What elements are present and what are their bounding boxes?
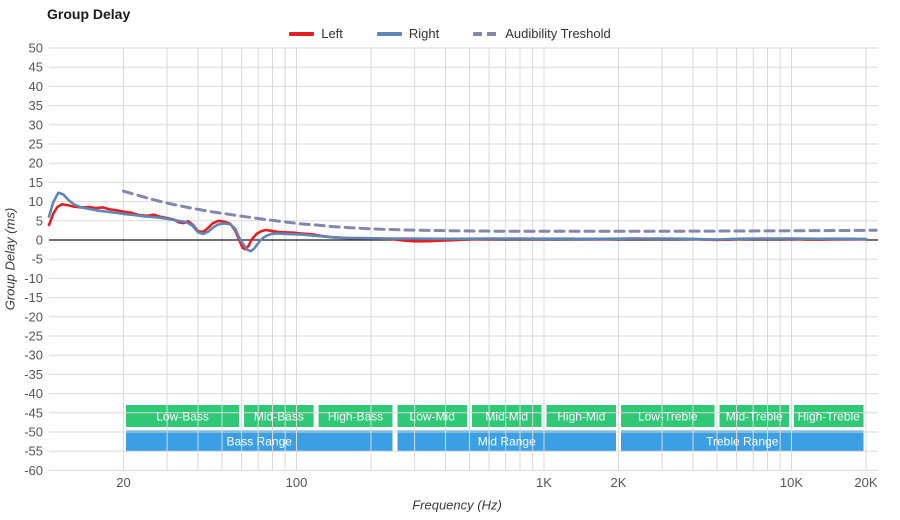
band-label-treble-range: Treble Range: [706, 435, 779, 449]
legend-label-right: Right: [408, 26, 440, 41]
x-axis-title: Frequency (Hz): [412, 497, 502, 513]
band-high-treble: [793, 405, 864, 427]
audibility-threshold-swatch: [473, 31, 499, 36]
x-tick-label: 2K: [611, 475, 627, 490]
y-tick-label: 45: [29, 60, 43, 75]
x-tick-label: 20: [116, 475, 130, 490]
left-line-swatch: [289, 31, 315, 36]
legend: Left Right Audibility Treshold: [0, 26, 900, 41]
curve-left: [47, 203, 868, 251]
y-tick-label: -50: [24, 425, 43, 440]
legend-item-left[interactable]: Left: [289, 26, 343, 41]
band-bass-range: [126, 430, 393, 452]
band-label-low-treble: Low-Treble: [638, 410, 698, 424]
y-tick-label: -10: [24, 271, 43, 286]
band-low-treble: [621, 405, 715, 427]
y-tick-label: -25: [24, 329, 43, 344]
y-tick-label: 5: [36, 213, 43, 228]
band-label-mid-bass: Mid-Bass: [254, 410, 304, 424]
right-line-swatch: [376, 31, 402, 36]
legend-item-audibility-threshold[interactable]: Audibility Treshold: [473, 26, 611, 41]
band-high-mid: [546, 405, 617, 427]
y-tick-label: -55: [24, 444, 43, 459]
y-tick-label: -35: [24, 367, 43, 382]
band-label-low-bass: Low-Bass: [156, 410, 209, 424]
y-tick-label: 20: [29, 156, 43, 171]
legend-label-audibility-threshold: Audibility Treshold: [505, 26, 611, 41]
x-tick-label: 1K: [536, 475, 552, 490]
chart-title: Group Delay: [47, 6, 131, 22]
x-tick-label: 10K: [780, 475, 803, 490]
y-tick-label: 0: [36, 233, 43, 248]
band-label-low-mid: Low-Mid: [410, 410, 455, 424]
y-tick-label: 30: [29, 117, 43, 132]
y-tick-label: -60: [24, 463, 43, 478]
y-tick-label: 15: [29, 175, 43, 190]
y-tick-label: -45: [24, 405, 43, 420]
y-tick-label: 40: [29, 79, 43, 94]
band-label-high-bass: High-Bass: [328, 410, 383, 424]
band-label-high-treble: High-Treble: [798, 410, 861, 424]
y-axis-title: Group Delay (ms): [2, 207, 18, 311]
band-label-mid-treble: Mid-Treble: [726, 410, 783, 424]
x-tick-label: 20K: [854, 475, 877, 490]
band-low-bass: [126, 405, 240, 427]
y-tick-label: -20: [24, 309, 43, 324]
curve-right: [47, 191, 868, 253]
y-tick-label: -30: [24, 348, 43, 363]
y-tick-label: 35: [29, 98, 43, 113]
y-tick-label: 50: [29, 41, 43, 56]
y-tick-label: -15: [24, 290, 43, 305]
band-label-bass-range: Bass Range: [227, 435, 293, 449]
band-mid-range: [397, 430, 617, 452]
legend-item-right[interactable]: Right: [376, 26, 440, 41]
band-label-high-mid: High-Mid: [557, 410, 605, 424]
band-treble-range: [621, 430, 864, 452]
legend-label-left: Left: [321, 26, 343, 41]
y-tick-label: -5: [31, 252, 43, 267]
band-high-bass: [318, 405, 393, 427]
x-tick-label: 100: [286, 475, 308, 490]
y-tick-label: -40: [24, 386, 43, 401]
y-tick-label: 10: [29, 194, 43, 209]
y-tick-label: 25: [29, 137, 43, 152]
curve-audibility-treshold: [122, 189, 878, 233]
band-label-mid-range: Mid Range: [478, 435, 536, 449]
band-label-mid-mid: Mid-Mid: [485, 410, 528, 424]
